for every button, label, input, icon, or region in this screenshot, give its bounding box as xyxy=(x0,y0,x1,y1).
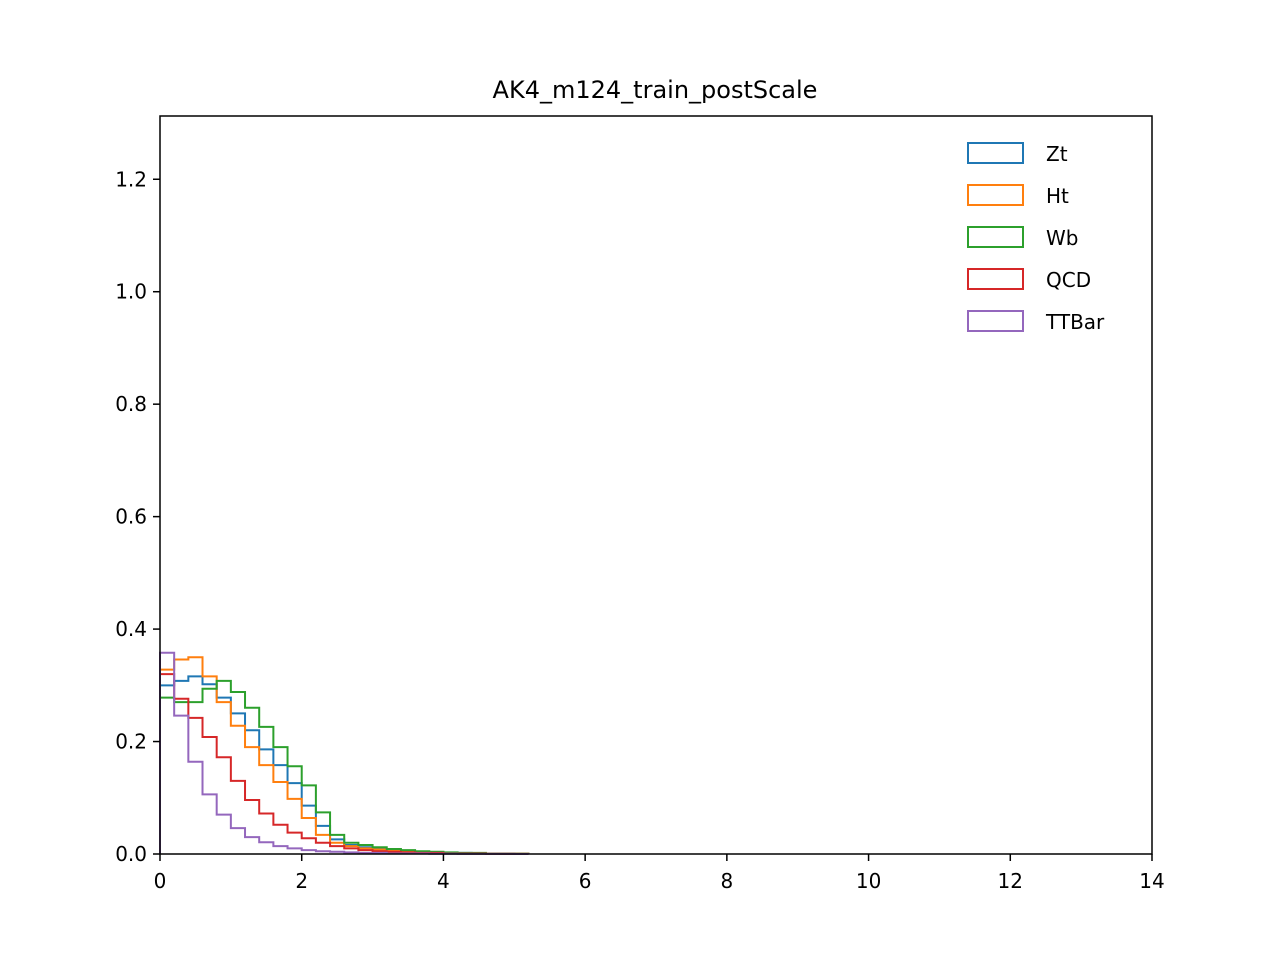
x-tick-label: 4 xyxy=(437,869,450,893)
x-tick-label: 6 xyxy=(579,869,592,893)
legend-label: Zt xyxy=(1046,142,1068,166)
x-tick-label: 14 xyxy=(1139,869,1164,893)
axes-frame xyxy=(159,115,1153,855)
y-tick-label: 0.0 xyxy=(115,842,147,866)
legend: Zt Ht Wb QCD TTBar xyxy=(967,142,1105,334)
legend-label: Wb xyxy=(1046,226,1078,250)
y-tick-label: 0.4 xyxy=(115,617,147,641)
y-tick-label: 1.2 xyxy=(115,167,147,191)
x-tick-label: 12 xyxy=(998,869,1023,893)
y-tick-label: 0.8 xyxy=(115,392,147,416)
legend-entry-qcd: QCD xyxy=(967,268,1091,292)
legend-swatch xyxy=(967,268,1024,290)
legend-swatch xyxy=(967,310,1024,332)
x-tick-label: 10 xyxy=(856,869,881,893)
y-tick-label: 0.2 xyxy=(115,730,147,754)
legend-entry-wb: Wb xyxy=(967,226,1078,250)
plot-area xyxy=(159,115,1153,855)
y-tick-label: 0.6 xyxy=(115,505,147,529)
y-axis: 0.0 0.2 0.4 0.6 0.8 1.0 1.2 xyxy=(115,167,160,866)
y-tick-label: 1.0 xyxy=(115,280,147,304)
x-tick-label: 2 xyxy=(295,869,308,893)
x-tick-label: 8 xyxy=(720,869,733,893)
legend-label: QCD xyxy=(1046,268,1091,292)
legend-entry-ttbar: TTBar xyxy=(967,310,1105,334)
legend-swatch xyxy=(967,226,1024,248)
legend-entry-zt: Zt xyxy=(967,142,1068,166)
legend-label: Ht xyxy=(1046,184,1069,208)
x-axis: 0 2 4 6 8 10 12 14 xyxy=(154,854,1165,893)
x-tick-label: 0 xyxy=(154,869,167,893)
legend-entry-ht: Ht xyxy=(967,184,1069,208)
legend-swatch xyxy=(967,142,1024,164)
legend-label: TTBar xyxy=(1045,310,1105,334)
chart-title: AK4_m124_train_postScale xyxy=(493,76,818,104)
legend-swatch xyxy=(967,184,1024,206)
